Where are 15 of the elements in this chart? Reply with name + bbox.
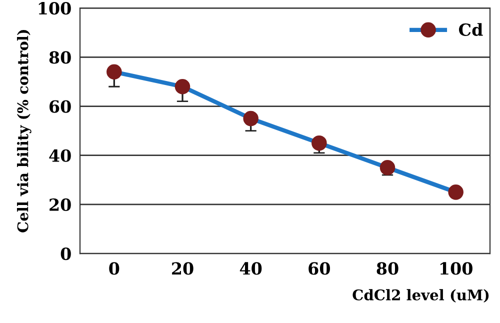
y-tick-label: 80 [49, 51, 71, 64]
x-axis-title: CdCl2 level (uM) [352, 289, 489, 302]
y-tick-label: 20 [50, 198, 71, 212]
x-tick-label: 20 [172, 262, 194, 275]
x-tick-label: 40 [240, 262, 262, 275]
y-tick-label: 0 [60, 248, 71, 260]
y-tick-label: 60 [50, 100, 71, 113]
x-tick-label: 80 [376, 262, 398, 275]
y-axis-title: Cell via bility (% control) [17, 30, 32, 232]
x-tick-label: 100 [440, 262, 472, 275]
y-tick-label: 100 [38, 2, 71, 15]
x-tick-label: 0 [109, 262, 120, 275]
x-tick-label: 60 [308, 262, 330, 275]
legend-label: Cd [458, 23, 483, 36]
y-tick-label: 40 [49, 149, 71, 162]
